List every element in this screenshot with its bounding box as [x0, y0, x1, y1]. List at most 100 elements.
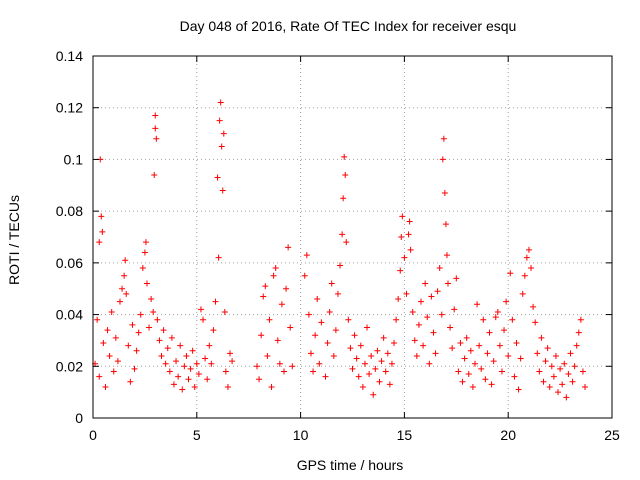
data-point	[455, 368, 462, 375]
data-point	[426, 360, 433, 367]
data-point	[156, 337, 163, 344]
data-point	[355, 373, 362, 380]
data-point	[307, 350, 314, 357]
data-point	[289, 363, 296, 370]
data-point	[285, 244, 292, 251]
data-point	[278, 301, 285, 308]
data-point	[152, 125, 159, 132]
data-point	[189, 347, 196, 354]
data-point	[393, 316, 400, 323]
data-point	[372, 365, 379, 372]
data-point	[258, 332, 265, 339]
data-point	[175, 373, 182, 380]
y-tick-label: 0.14	[56, 48, 83, 64]
data-point	[528, 265, 535, 272]
data-point	[148, 296, 155, 303]
data-point	[345, 316, 352, 323]
data-point	[548, 363, 555, 370]
data-point	[99, 228, 106, 235]
data-point	[521, 272, 528, 279]
y-tick-label: 0.08	[56, 203, 83, 219]
data-point	[100, 340, 107, 347]
data-point	[544, 345, 551, 352]
data-point	[403, 290, 410, 297]
data-point	[397, 267, 404, 274]
data-point	[256, 376, 263, 383]
data-point	[215, 254, 222, 261]
data-point	[131, 365, 138, 372]
data-point	[160, 327, 167, 334]
x-tick-label: 10	[293, 427, 309, 443]
data-point	[337, 262, 344, 269]
data-point	[112, 334, 119, 341]
data-point	[513, 340, 520, 347]
data-point	[104, 327, 111, 334]
tick-marks	[92, 55, 613, 419]
data-point	[301, 272, 308, 279]
data-point	[374, 347, 381, 354]
data-point	[102, 383, 109, 390]
data-point	[428, 293, 435, 300]
data-point	[166, 368, 173, 375]
data-point	[523, 254, 530, 261]
data-point	[340, 195, 347, 202]
data-point	[133, 347, 140, 354]
data-point	[260, 293, 267, 300]
y-tick-label: 0.02	[56, 358, 83, 374]
data-point	[137, 311, 144, 318]
data-point	[447, 324, 454, 331]
data-point	[328, 280, 335, 287]
data-point	[525, 246, 532, 253]
data-point	[507, 270, 514, 277]
data-point	[224, 383, 231, 390]
y-tick-label: 0.12	[56, 100, 83, 116]
data-point	[272, 265, 279, 272]
data-point	[398, 234, 405, 240]
data-point	[555, 389, 562, 396]
data-point	[96, 373, 103, 380]
data-point	[276, 360, 283, 367]
data-point	[204, 376, 211, 383]
y-tick-label: 0	[75, 410, 83, 426]
data-point	[287, 324, 294, 331]
data-point	[274, 337, 281, 344]
data-point	[532, 319, 539, 326]
data-point	[582, 383, 589, 390]
data-point	[505, 352, 512, 359]
data-point	[459, 378, 466, 385]
x-tick-label: 0	[89, 427, 97, 443]
data-point	[395, 296, 402, 303]
data-point	[305, 311, 312, 318]
data-point	[283, 285, 290, 292]
data-point	[254, 363, 261, 370]
data-point	[370, 391, 377, 398]
data-point	[324, 340, 331, 347]
data-point	[569, 378, 576, 385]
y-tick-label: 0.1	[64, 151, 84, 167]
data-point	[318, 319, 325, 326]
data-point	[492, 314, 499, 321]
data-point	[577, 316, 584, 323]
data-point	[312, 332, 319, 339]
data-point	[353, 355, 360, 362]
data-point	[221, 308, 228, 315]
data-point	[361, 360, 368, 367]
data-point	[434, 288, 441, 295]
data-point	[368, 352, 375, 359]
data-point	[561, 360, 568, 367]
data-point	[498, 368, 505, 375]
data-point	[206, 342, 213, 349]
data-point	[415, 321, 422, 328]
data-point	[573, 342, 580, 349]
data-point	[538, 334, 545, 341]
data-point	[486, 329, 493, 336]
data-point	[262, 283, 269, 290]
y-tick-label: 0.06	[56, 255, 83, 271]
x-tick-label: 25	[604, 427, 620, 443]
data-point	[457, 340, 464, 347]
data-point	[191, 383, 198, 390]
data-point	[469, 383, 476, 390]
data-point	[98, 213, 105, 220]
data-point	[407, 246, 414, 253]
data-point	[406, 218, 413, 225]
